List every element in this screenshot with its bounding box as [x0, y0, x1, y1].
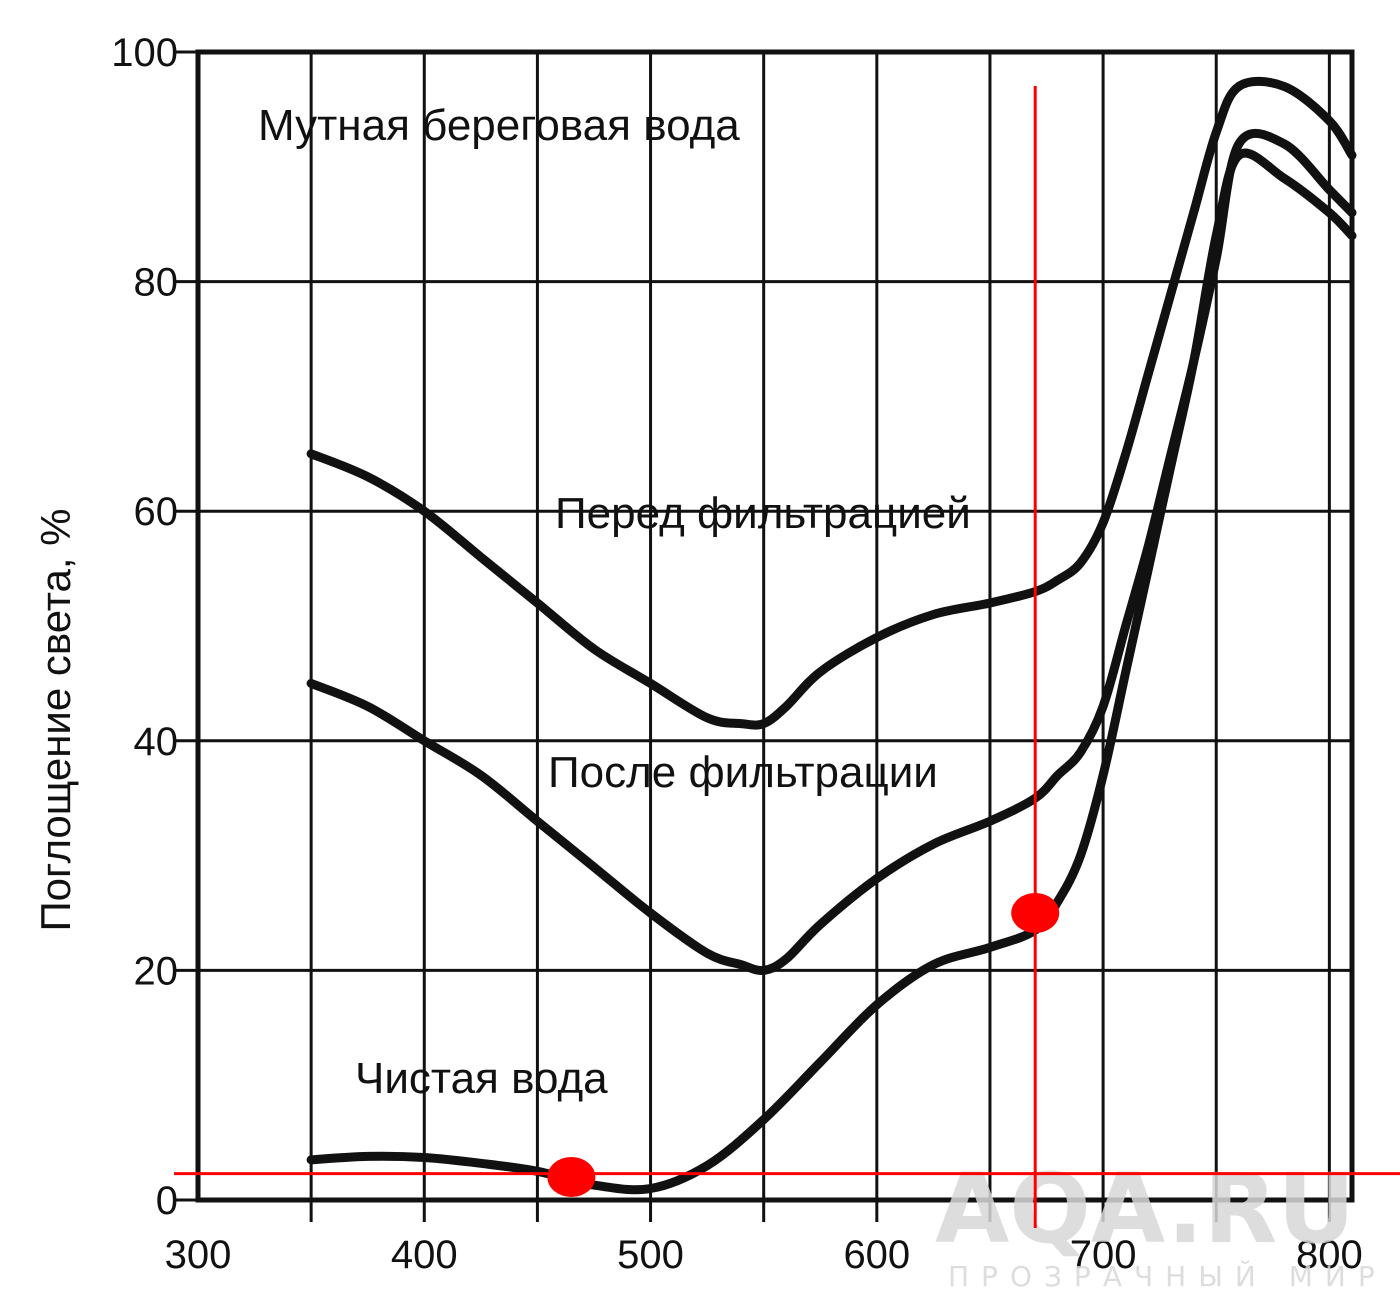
series-line-2	[306, 128, 1357, 976]
watermark: AQA.RU ПРОЗРАЧНЫЙ МИР	[935, 1153, 1387, 1293]
annotation-after-filtration: После фильтрации	[548, 748, 938, 797]
red-marker-2	[1011, 893, 1060, 933]
reference-lines	[174, 86, 1400, 1228]
plot-frame	[195, 49, 1355, 1203]
x-tick-label-500: 500	[617, 1233, 684, 1277]
markers	[547, 893, 1060, 1198]
x-tick-label-600: 600	[843, 1233, 910, 1277]
x-tick-label-400: 400	[391, 1233, 458, 1277]
x-tick-label-700: 700	[1070, 1233, 1137, 1277]
watermark-sub: ПРОЗРАЧНЫЙ МИР	[948, 1259, 1387, 1293]
y-tick-label-0: 0	[156, 1179, 178, 1223]
y-tick-label-60: 60	[134, 490, 179, 534]
series-line-1	[306, 76, 1357, 730]
annotation-turbid-water: Мутная береговая вода	[258, 101, 740, 150]
x-tick-label-300: 300	[165, 1233, 232, 1277]
axes	[195, 49, 1355, 1203]
series-lines	[306, 76, 1357, 1195]
y-tick-label-20: 20	[134, 949, 179, 993]
tick-labels: 300 400 500 600 700 800 0 20 40 60 80 100	[111, 31, 1362, 1277]
watermark-main: AQA.RU	[935, 1153, 1355, 1265]
y-axis-label: Поглощение света, %	[32, 508, 79, 931]
annotation-before-filtration: Перед фильтрацией	[555, 489, 971, 538]
annotation-clean-water: Чистая вода	[355, 1054, 608, 1103]
y-tick-label-100: 100	[111, 31, 178, 75]
series-line-3	[306, 148, 1357, 1195]
grid	[176, 50, 1352, 1222]
y-tick-label-40: 40	[134, 720, 179, 764]
red-marker-1	[547, 1157, 596, 1198]
x-tick-label-800: 800	[1296, 1233, 1363, 1277]
y-tick-label-80: 80	[134, 261, 179, 305]
